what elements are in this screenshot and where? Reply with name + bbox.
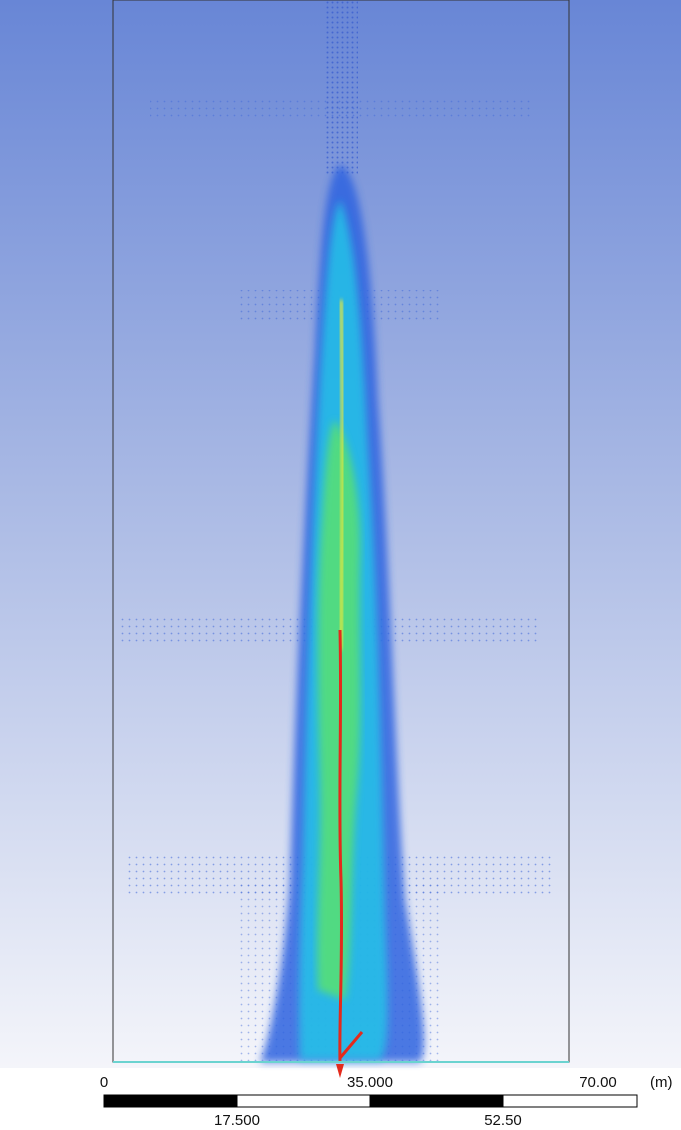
scale-label: 35.000 [347,1074,393,1091]
scale-unit: (m) [650,1074,673,1091]
scale-label: 52.50 [484,1112,522,1129]
scale-label: 17.500 [214,1112,260,1129]
simulation-view: 0 35.000 70.00 (m) 17.500 52.50 [0,0,681,1130]
scale-label: 70.00 [579,1074,617,1091]
scale-label: 0 [100,1074,108,1091]
scale-bar [104,1095,637,1107]
